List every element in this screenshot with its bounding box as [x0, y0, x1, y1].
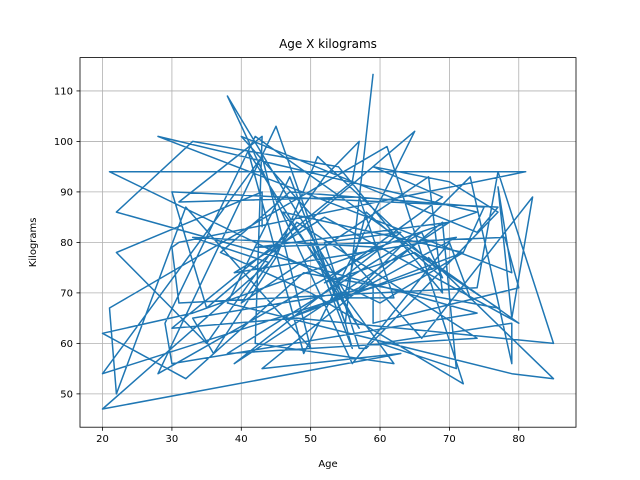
- y-tick-label: 60: [60, 339, 73, 350]
- y-tick-label: 110: [54, 86, 73, 97]
- x-tick-label: 50: [304, 434, 317, 445]
- y-axis-label: Kilograms: [28, 218, 39, 268]
- series-line: [101, 73, 555, 410]
- x-tick-label: 70: [443, 434, 456, 445]
- x-axis: 20 30 40 50 60 70 80: [96, 427, 525, 445]
- y-tick-label: 50: [60, 389, 73, 400]
- y-axis: 50 60 70 80 90 100 110: [54, 86, 80, 400]
- x-tick-label: 30: [166, 434, 179, 445]
- chart-title: Age X kilograms: [279, 37, 377, 51]
- x-tick-label: 80: [512, 434, 525, 445]
- x-tick-label: 40: [235, 434, 248, 445]
- y-tick-label: 80: [60, 238, 73, 249]
- y-tick-label: 90: [60, 187, 73, 198]
- x-tick-label: 20: [96, 434, 109, 445]
- y-tick-label: 70: [60, 288, 73, 299]
- y-tick-label: 100: [54, 137, 73, 148]
- x-axis-label: Age: [318, 459, 337, 470]
- series-layer: [101, 73, 555, 410]
- x-tick-label: 60: [374, 434, 387, 445]
